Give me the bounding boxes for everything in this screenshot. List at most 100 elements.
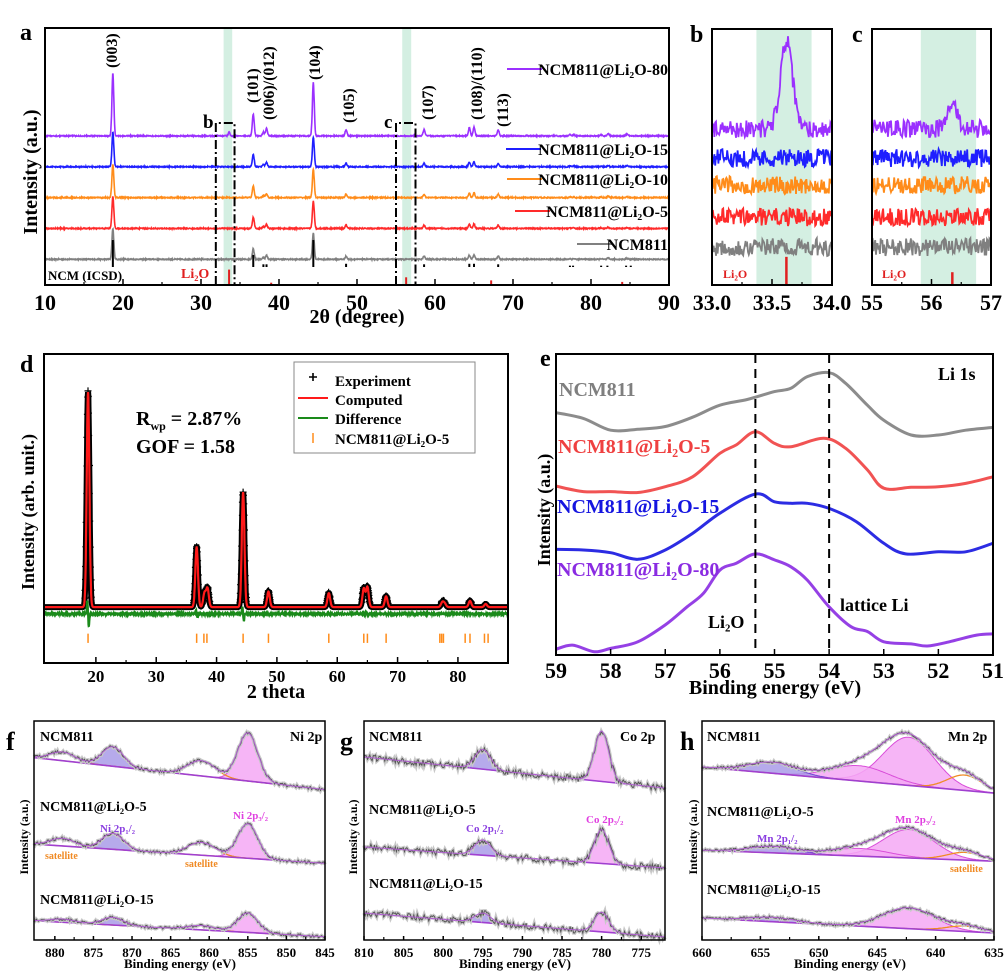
legend-label-15: NCM811@Li₂O-15 — [538, 142, 668, 159]
panel-g-ylabel: Intensity (a.u.) — [346, 799, 360, 874]
legend-label-80: NCM811@Li₂O-80 — [538, 62, 668, 79]
row-label-5: NCM811@Li₂O-5 — [707, 805, 814, 820]
panel-b-series-0 — [712, 36, 832, 141]
panel-c-x-tick-label: 57 — [980, 290, 1002, 315]
panel-b-series-3 — [712, 205, 832, 229]
xrd-series-ncm811-li-o-15 — [45, 131, 669, 171]
panel-h-x-tick-label: 650 — [809, 945, 829, 960]
legend-box — [293, 361, 476, 454]
panel-f-x-tick-label: 865 — [161, 945, 181, 960]
panel-g-x-tick-label: 800 — [433, 945, 453, 960]
panel-b-x-tick-label: 34.0 — [813, 290, 852, 315]
panel-label-b: b — [690, 22, 703, 48]
ni2p12-label: Ni 2p₁/₂ — [100, 823, 136, 835]
panel-g-xlabel: Binding energy (eV) — [459, 956, 571, 971]
legend-label-5: NCM811@Li₂O-5 — [546, 204, 668, 221]
rwp-stat: Rwp = 2.87% — [136, 408, 242, 433]
row-label-5: NCM811@Li₂O-5 — [40, 800, 147, 815]
panel-label-h: h — [680, 727, 695, 756]
panel-label-e: e — [540, 346, 551, 372]
panel-b-series-1 — [712, 146, 832, 170]
panel-h-fit-envelope — [702, 732, 995, 790]
panel-d-legend: Experiment Computed Difference NCM811@Li… — [293, 361, 476, 454]
panel-f-xlabel: Binding energy (eV) — [124, 956, 236, 971]
panel-g-x-tick-label: 780 — [592, 945, 612, 960]
legend-label-ncm811: NCM811 — [607, 237, 668, 254]
series-label-15: NCM811@Li₂O-15 — [557, 496, 719, 518]
panel-c-series-2 — [872, 175, 991, 197]
panel-g-fit-envelope — [363, 911, 666, 938]
panel-a-x-tick-label: 50 — [346, 290, 368, 315]
panel-e-x-tick-label: 57 — [654, 658, 676, 683]
panel-g-fit-envelope — [363, 829, 665, 869]
panel-g-x-tick-label: 805 — [394, 945, 414, 960]
panel-d-x-tick-label: 30 — [148, 667, 165, 686]
panel-b-series-4 — [712, 235, 832, 258]
peak-label: (006)/(012) — [261, 46, 278, 120]
highlight-band — [223, 28, 233, 285]
panel-label-d: d — [20, 352, 34, 378]
co2p-title: Co 2p — [620, 730, 656, 745]
panel-f-x-tick-label: 855 — [238, 945, 258, 960]
panel-e-x-tick-label: 59 — [545, 658, 567, 683]
ni2p32-label: Ni 2p₃/₂ — [233, 810, 269, 822]
zoom-region-c-label: c — [384, 112, 392, 133]
peak-label: (107) — [420, 85, 437, 120]
li1s-series-ncm811-li-o-5 — [556, 430, 993, 495]
panel-h-x-tick-label: 640 — [926, 945, 946, 960]
row-label-15: NCM811@Li₂O-15 — [369, 877, 483, 892]
panel-e-x-tick-label: 55 — [764, 658, 786, 683]
panel-g-x-tick-label: 785 — [552, 945, 572, 960]
panel-a-x-tick-label: 20 — [112, 290, 134, 315]
panel-a-x-tick-label: 60 — [424, 290, 446, 315]
zoom-region-c-box — [395, 122, 417, 285]
panel-f-ylabel: Intensity (a.u.) — [17, 799, 31, 874]
panel-g-x-tick-label: 795 — [473, 945, 493, 960]
panel-e-ylabel: Intensity (a.u.) — [534, 454, 555, 567]
rwp-subscript: wp — [150, 419, 166, 433]
panel-h-background-line — [701, 849, 995, 862]
panel-b-li2o-label: Li₂O — [723, 267, 747, 281]
computed-curve — [44, 391, 508, 609]
satellite-label-right: satellite — [185, 859, 218, 870]
peak-label: (108)/(110) — [469, 47, 486, 120]
panel-f-experimental-curve — [33, 731, 326, 792]
ncm-icsd-label: NCM (ICSD) — [48, 268, 122, 283]
mn2p12-label: Mn 2p₁/₂ — [757, 833, 798, 845]
panel-f-x-tick-label: 875 — [84, 945, 104, 960]
panel-g-x-tick-label: 775 — [631, 945, 651, 960]
panel-c-li2o-label: Li₂O — [882, 267, 906, 281]
panel-label-f: f — [6, 727, 15, 756]
li1s-series-ncm811 — [556, 370, 993, 438]
series-label-5: NCM811@Li₂O-5 — [558, 436, 710, 458]
panel-e-x-tick-label: 53 — [873, 658, 895, 683]
panel-g-fit-envelope — [363, 730, 666, 789]
zoom-region-b-box — [214, 122, 236, 285]
lattice-li-annotation: lattice Li — [840, 595, 908, 615]
panel-b-series-2 — [712, 174, 832, 197]
mn-satellite-label: satellite — [950, 864, 983, 875]
panel-c-series-1 — [872, 145, 991, 170]
mn2p-title: Mn 2p — [948, 730, 988, 745]
panel-a-x-tick-label: 30 — [190, 290, 212, 315]
panel-d-x-tick-label: 70 — [389, 667, 406, 686]
panel-b-x-tick-label: 33.0 — [693, 290, 732, 315]
panel-d-xlabel: 2 theta — [247, 681, 305, 703]
panel-a-x-tick-label: 70 — [502, 290, 524, 315]
li2o-annotation: Li₂O — [708, 612, 744, 632]
panel-a-x-tick-label: 40 — [268, 290, 290, 315]
row-label-15: NCM811@Li₂O-15 — [707, 883, 821, 898]
panel-f-x-tick-label: 880 — [45, 945, 65, 960]
series-label-ncm811: NCM811 — [559, 379, 636, 401]
row-label-ncm811: NCM811 — [707, 730, 761, 745]
legend-computed: Computed — [335, 393, 403, 409]
zoom-region-b-label: b — [203, 112, 214, 133]
li2o-reference-label: Li₂O — [181, 267, 209, 282]
panel-b-x-tick-label: 33.5 — [753, 290, 792, 315]
panel-d-plot — [44, 387, 508, 628]
panel-h-fit-envelope — [702, 907, 995, 932]
panel-d-frame — [43, 353, 509, 664]
panel-d-x-tick-label: 20 — [87, 667, 104, 686]
panel-label-a: a — [20, 20, 32, 46]
